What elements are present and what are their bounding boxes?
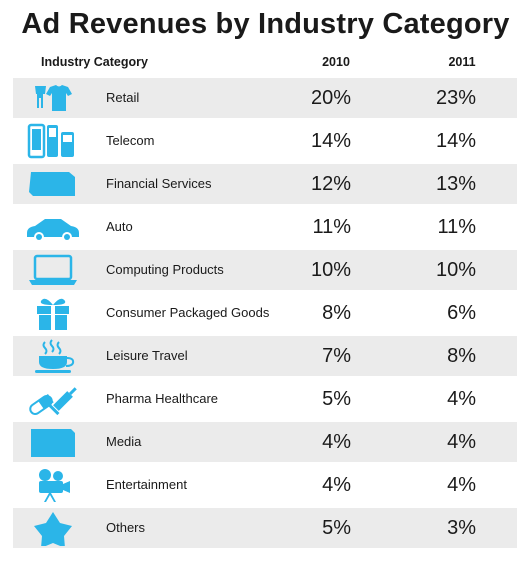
value-2011: 8% bbox=[447, 345, 476, 367]
table-row: Auto 11% 11% bbox=[13, 207, 517, 247]
car-icon bbox=[25, 209, 81, 245]
laptop-icon bbox=[25, 252, 81, 288]
category-label: Media bbox=[106, 434, 142, 449]
gift-box-icon bbox=[25, 295, 81, 331]
value-2011: 10% bbox=[435, 259, 476, 281]
table-row: Telecom 14% 14% bbox=[13, 121, 517, 161]
retail-icon bbox=[25, 80, 81, 116]
category-label: Pharma Healthcare bbox=[106, 391, 218, 406]
category-label: Financial Services bbox=[106, 176, 212, 191]
value-2011: 13% bbox=[435, 173, 476, 195]
value-2010: 4% bbox=[322, 474, 351, 496]
table-row: Entertainment 4% 4% bbox=[13, 465, 517, 505]
value-2010: 8% bbox=[322, 302, 351, 324]
value-2011: 4% bbox=[447, 388, 476, 410]
star-icon bbox=[25, 510, 81, 546]
value-2011: 4% bbox=[447, 431, 476, 453]
coffee-cup-icon bbox=[25, 338, 81, 374]
chart-title: Ad Revenues by Industry Category bbox=[21, 8, 510, 40]
table-row: Consumer Packaged Goods 8% 6% bbox=[13, 293, 517, 333]
movie-camera-icon bbox=[25, 467, 81, 503]
value-2011: 3% bbox=[447, 517, 476, 539]
value-2010: 4% bbox=[322, 431, 351, 453]
column-header-2011: 2011 bbox=[448, 55, 476, 69]
category-label: Telecom bbox=[106, 133, 155, 148]
pill-syringe-icon bbox=[25, 381, 81, 417]
table-row: Financial Services 12% 13% bbox=[13, 164, 517, 204]
value-2011: 23% bbox=[435, 87, 476, 109]
category-label: Auto bbox=[106, 219, 133, 234]
value-2010: 5% bbox=[322, 517, 351, 539]
category-label: Leisure Travel bbox=[106, 348, 188, 363]
value-2010: 14% bbox=[310, 130, 351, 152]
value-2011: 11% bbox=[437, 216, 476, 238]
financial-services-icon bbox=[25, 166, 81, 202]
category-label: Retail bbox=[106, 90, 140, 105]
table-row: Media 4% 4% bbox=[13, 422, 517, 462]
column-header-2010: 2010 bbox=[322, 55, 350, 69]
value-2011: 4% bbox=[447, 474, 476, 496]
category-label: Consumer Packaged Goods bbox=[106, 305, 270, 320]
value-2010: 12% bbox=[310, 173, 351, 195]
media-icon bbox=[25, 424, 81, 460]
value-2010: 7% bbox=[322, 345, 351, 367]
value-2010: 20% bbox=[310, 87, 351, 109]
value-2011: 6% bbox=[447, 302, 476, 324]
table-row: Leisure Travel 7% 8% bbox=[13, 336, 517, 376]
column-header-category: Industry Category bbox=[41, 55, 148, 69]
table-row: Others 5% 3% bbox=[13, 508, 517, 548]
telecom-icon bbox=[25, 123, 81, 159]
value-2010: 5% bbox=[322, 388, 351, 410]
table-row: Retail 20% 23% bbox=[13, 78, 517, 118]
table-row: Computing Products 10% 10% bbox=[13, 250, 517, 290]
category-label: Others bbox=[106, 520, 146, 535]
category-label: Computing Products bbox=[106, 262, 224, 277]
value-2011: 14% bbox=[435, 130, 476, 152]
category-label: Entertainment bbox=[106, 477, 187, 492]
value-2010: 11% bbox=[312, 216, 351, 238]
value-2010: 10% bbox=[310, 259, 351, 281]
table-row: Pharma Healthcare 5% 4% bbox=[13, 379, 517, 419]
